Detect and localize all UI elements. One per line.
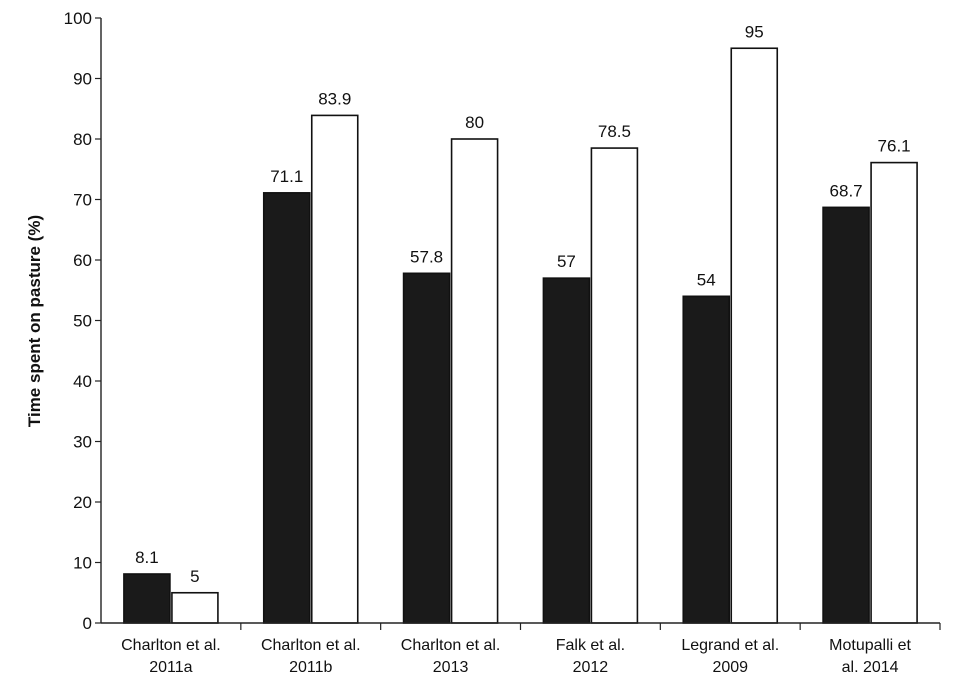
data-label: 80 [465,113,484,132]
data-label: 54 [697,270,716,289]
x-tick-label: Falk et al. [556,637,625,654]
x-tick-label: 2011b [289,659,332,676]
x-tick-label: 2013 [433,659,469,676]
bar [310,114,359,624]
bar [402,272,451,624]
bar [450,138,499,624]
bar [730,47,779,624]
bar [123,573,171,624]
y-tick-label: 10 [73,554,92,573]
y-tick-label: 90 [73,70,92,89]
x-tick-label: Charlton et al. [401,637,501,654]
bar [870,161,918,624]
y-tick-label: 40 [73,372,92,391]
y-tick-label: 30 [73,433,92,452]
y-tick-label: 20 [73,493,92,512]
data-label: 8.1 [135,548,159,567]
data-label: 95 [745,22,764,41]
x-tick-label: Charlton et al. [121,637,221,654]
bar [262,192,311,624]
bar [542,277,591,624]
data-label: 83.9 [318,89,351,108]
data-label: 76.1 [878,137,911,156]
x-tick-label: 2012 [573,659,609,676]
y-tick-label: 50 [73,312,92,331]
y-tick-label: 70 [73,191,92,210]
y-tick-label: 0 [83,614,92,633]
x-tick-label: al. 2014 [842,659,899,676]
data-label: 5 [190,567,199,586]
y-tick-label: 100 [64,9,92,28]
y-tick-label: 80 [73,130,92,149]
data-label: 57 [557,252,576,271]
x-tick-label: 2011a [149,659,192,676]
y-tick-label: 60 [73,251,92,270]
data-label: 57.8 [410,247,443,266]
data-label: 68.7 [830,181,863,200]
x-tick-label: Charlton et al. [261,637,361,654]
axes [100,18,940,624]
bar [682,295,731,624]
data-labels: 8.1 5 71.1 83.9 57.8 80 57 78.5 54 95 68.7 76.1 [135,22,911,586]
x-tick-label: 2009 [712,659,748,676]
bar [590,147,639,624]
data-label: 78.5 [598,122,631,141]
y-axis-ticks: 0 10 20 30 40 50 60 70 80 90 100 [64,9,101,633]
bar [822,206,870,624]
x-tick-label: Motupalli et [829,637,911,654]
y-axis-label: Time spent on pasture (%) [25,215,44,427]
data-label: 71.1 [270,167,303,186]
x-axis-ticks: Charlton et al. 2011a Charlton et al. 2011b… [121,623,941,676]
bar [171,591,219,624]
y-axis-label-group: Time spent on pasture (%) [25,215,44,427]
bars [123,47,918,624]
x-tick-label: Legrand et al. [681,637,779,654]
